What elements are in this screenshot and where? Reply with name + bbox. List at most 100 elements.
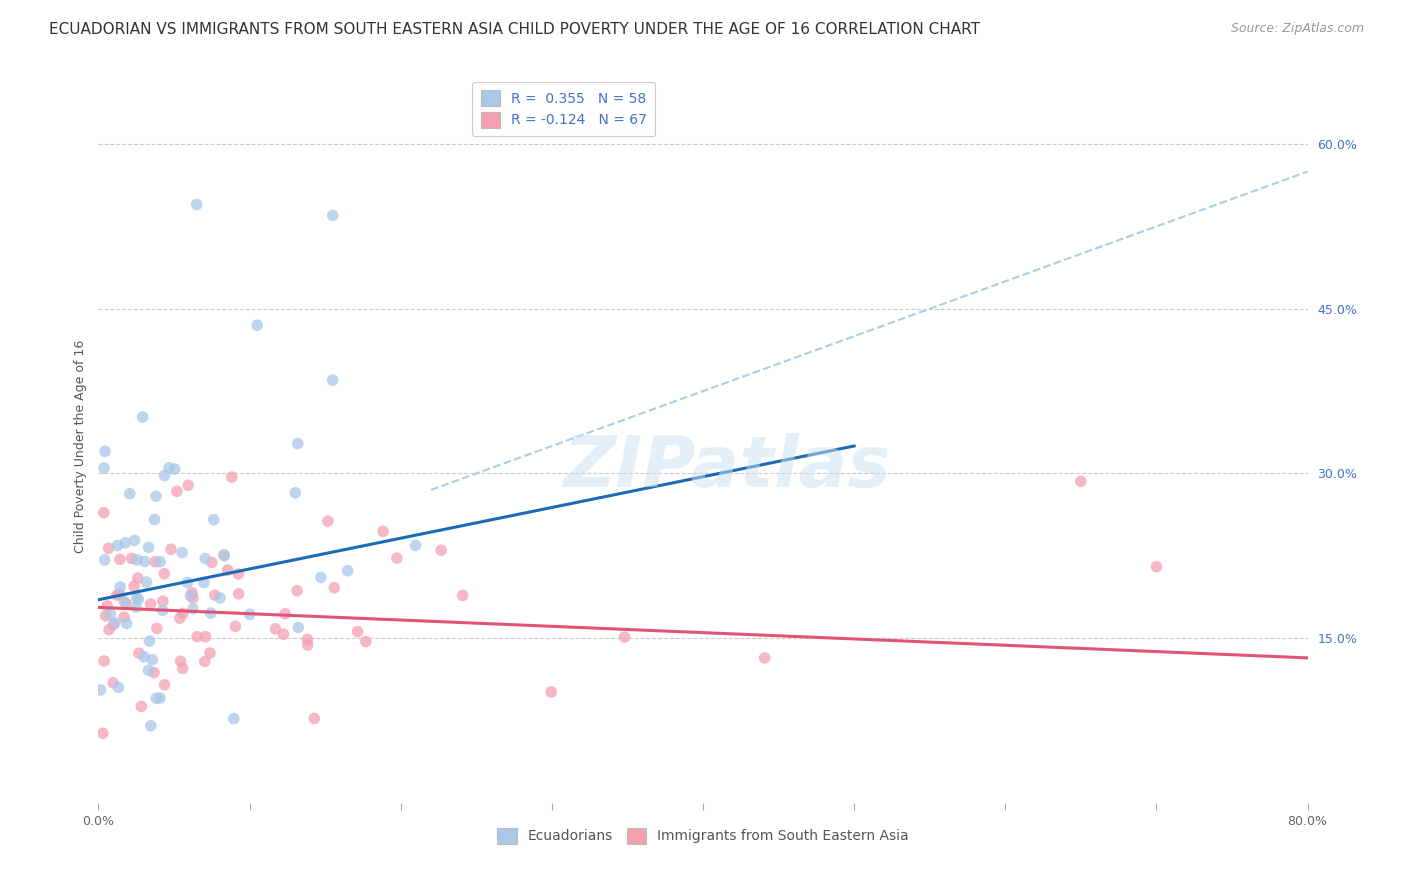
Point <box>169 654 191 668</box>
Point <box>93 461 115 475</box>
Point <box>246 318 269 333</box>
Point <box>613 630 636 644</box>
Point <box>322 373 344 387</box>
Point <box>128 646 150 660</box>
Point <box>112 595 135 609</box>
Point <box>157 460 180 475</box>
Point <box>170 546 193 560</box>
Point <box>214 549 236 563</box>
Point <box>139 597 162 611</box>
Point <box>354 634 377 648</box>
Point <box>127 553 149 567</box>
Point <box>132 649 155 664</box>
Point <box>127 571 149 585</box>
Point <box>166 484 188 499</box>
Point <box>239 607 262 622</box>
Point <box>385 551 408 566</box>
Point <box>405 538 427 552</box>
Point <box>122 579 145 593</box>
Point <box>316 514 339 528</box>
Point <box>139 719 162 733</box>
Point <box>143 665 166 680</box>
Point <box>121 551 143 566</box>
Point <box>287 620 309 634</box>
Point <box>94 444 117 458</box>
Point <box>125 600 148 615</box>
Point <box>143 512 166 526</box>
Point <box>200 606 222 620</box>
Point <box>138 634 160 648</box>
Point <box>346 624 368 639</box>
Point <box>336 564 359 578</box>
Point <box>194 630 217 644</box>
Point <box>287 436 309 450</box>
Point <box>228 566 250 581</box>
Point <box>754 651 776 665</box>
Point <box>181 602 204 616</box>
Point <box>222 712 245 726</box>
Point <box>129 699 152 714</box>
Point <box>108 587 131 601</box>
Point <box>152 594 174 608</box>
Point <box>93 553 115 567</box>
Point <box>297 638 319 652</box>
Point <box>118 486 141 500</box>
Point <box>217 563 239 577</box>
Point <box>169 611 191 625</box>
Point <box>97 541 120 556</box>
Point <box>107 539 129 553</box>
Point <box>194 551 217 566</box>
Point <box>285 583 308 598</box>
Point <box>264 622 287 636</box>
Point <box>179 589 201 603</box>
Point <box>163 462 186 476</box>
Point <box>94 608 117 623</box>
Point <box>105 588 128 602</box>
Point <box>177 478 200 492</box>
Legend: Ecuadorians, Immigrants from South Eastern Asia: Ecuadorians, Immigrants from South Easte… <box>492 822 914 849</box>
Point <box>274 607 297 621</box>
Point <box>108 552 131 566</box>
Point <box>153 566 176 581</box>
Point <box>221 470 243 484</box>
Point <box>145 691 167 706</box>
Point <box>451 588 474 602</box>
Point <box>160 542 183 557</box>
Text: Source: ZipAtlas.com: Source: ZipAtlas.com <box>1230 22 1364 36</box>
Point <box>96 599 118 613</box>
Point <box>309 570 332 584</box>
Point <box>323 581 346 595</box>
Point <box>114 536 136 550</box>
Point <box>1070 475 1092 489</box>
Point <box>93 654 115 668</box>
Point <box>104 615 127 630</box>
Point <box>204 588 226 602</box>
Point <box>107 681 129 695</box>
Point <box>198 646 221 660</box>
Point <box>186 630 208 644</box>
Point <box>152 603 174 617</box>
Point <box>430 543 453 558</box>
Point <box>149 555 172 569</box>
Point <box>134 555 156 569</box>
Point <box>297 632 319 647</box>
Point <box>302 711 325 725</box>
Point <box>193 575 215 590</box>
Point <box>143 555 166 569</box>
Point <box>98 623 121 637</box>
Point <box>228 587 250 601</box>
Point <box>172 607 194 621</box>
Point <box>224 619 246 633</box>
Point <box>209 591 232 605</box>
Point <box>194 655 217 669</box>
Point <box>540 685 562 699</box>
Text: ECUADORIAN VS IMMIGRANTS FROM SOUTH EASTERN ASIA CHILD POVERTY UNDER THE AGE OF : ECUADORIAN VS IMMIGRANTS FROM SOUTH EAST… <box>49 22 980 37</box>
Point <box>91 726 114 740</box>
Point <box>115 616 138 631</box>
Point <box>98 607 121 621</box>
Point <box>176 575 198 590</box>
Text: ZIPatlas: ZIPatlas <box>564 433 891 502</box>
Point <box>138 663 160 677</box>
Point <box>89 682 111 697</box>
Point <box>131 410 153 425</box>
